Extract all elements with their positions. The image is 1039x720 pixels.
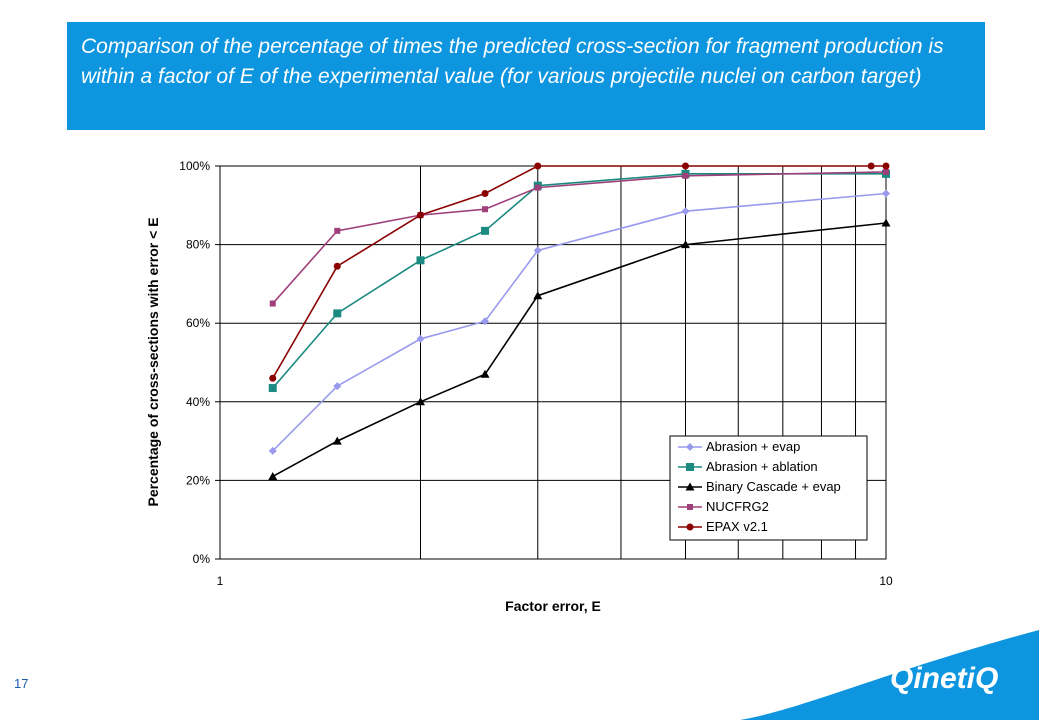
series-line bbox=[272, 171, 887, 305]
legend-marker bbox=[686, 463, 694, 471]
page-number: 17 bbox=[14, 676, 29, 691]
legend-item: EPAX v2.1 bbox=[678, 519, 768, 534]
legend-label: NUCFRG2 bbox=[706, 499, 769, 514]
legend-item: Binary Cascade + evap bbox=[678, 479, 841, 494]
legend-item: Abrasion + ablation bbox=[678, 459, 818, 474]
y-tick-label: 40% bbox=[186, 395, 210, 409]
series-nucfrg2 bbox=[269, 168, 889, 307]
x-axis-label: Factor error, E bbox=[505, 598, 601, 614]
y-tick-label: 100% bbox=[179, 159, 210, 173]
data-point bbox=[883, 168, 889, 175]
data-point bbox=[333, 382, 342, 391]
data-point bbox=[268, 384, 277, 393]
logo: QinetiQ bbox=[890, 662, 999, 695]
series-epax-v2-1 bbox=[269, 162, 890, 382]
slide-title: Comparison of the percentage of times th… bbox=[81, 35, 944, 88]
legend: Abrasion + evap Abrasion + ablation Binary… bbox=[669, 435, 868, 541]
data-point bbox=[533, 246, 542, 255]
legend-item: Abrasion + evap bbox=[678, 439, 800, 454]
data-point bbox=[682, 172, 689, 179]
legend-marker bbox=[685, 482, 695, 491]
y-tick-label: 20% bbox=[186, 473, 210, 487]
data-point bbox=[481, 317, 490, 326]
series bbox=[268, 162, 891, 480]
legend-label: EPAX v2.1 bbox=[706, 519, 768, 534]
y-tick-label: 60% bbox=[186, 316, 210, 330]
data-point bbox=[480, 369, 490, 378]
data-point bbox=[867, 162, 875, 170]
data-point bbox=[881, 218, 891, 227]
data-point bbox=[268, 471, 278, 480]
data-point bbox=[882, 162, 890, 170]
data-point bbox=[416, 211, 424, 219]
data-point bbox=[482, 206, 489, 213]
x-tick-label: 10 bbox=[879, 574, 893, 588]
data-point bbox=[269, 300, 276, 307]
data-point bbox=[416, 334, 425, 343]
series-line bbox=[272, 165, 886, 379]
logo-swoosh bbox=[740, 630, 1039, 720]
legend-box bbox=[669, 435, 868, 541]
axis-ticks: 0% 20% 40% 60% 80% 100% 1 10 bbox=[179, 159, 893, 588]
data-point bbox=[681, 207, 690, 216]
data-point bbox=[534, 184, 541, 191]
series-binary-cascade-evap bbox=[268, 218, 891, 480]
data-point bbox=[533, 291, 543, 300]
y-axis-label: Percentage of cross-sections with error … bbox=[145, 217, 161, 506]
legend-label: Abrasion + ablation bbox=[706, 459, 818, 474]
y-tick-label: 80% bbox=[186, 238, 210, 252]
title-banner: Comparison of the percentage of times th… bbox=[67, 22, 985, 130]
data-point bbox=[481, 226, 490, 235]
legend-marker bbox=[687, 504, 693, 510]
data-point bbox=[416, 256, 425, 265]
legend-label: Binary Cascade + evap bbox=[706, 479, 841, 494]
data-point bbox=[534, 162, 542, 170]
data-point bbox=[332, 436, 342, 445]
series-abrasion-evap bbox=[268, 189, 890, 455]
legend-marker bbox=[686, 523, 694, 531]
legend-item: NUCFRG2 bbox=[678, 499, 769, 514]
y-tick-label: 0% bbox=[193, 552, 211, 566]
data-point bbox=[333, 309, 342, 318]
data-point bbox=[334, 227, 341, 234]
data-point bbox=[333, 262, 341, 270]
legend-label: Abrasion + evap bbox=[706, 439, 800, 454]
x-tick-label: 1 bbox=[217, 574, 224, 588]
data-point bbox=[882, 189, 890, 198]
data-point bbox=[682, 162, 690, 170]
data-point bbox=[415, 397, 425, 406]
legend-marker bbox=[686, 443, 694, 451]
data-point bbox=[268, 446, 277, 455]
data-point bbox=[681, 240, 691, 249]
data-point bbox=[269, 374, 277, 382]
data-point bbox=[481, 190, 489, 198]
